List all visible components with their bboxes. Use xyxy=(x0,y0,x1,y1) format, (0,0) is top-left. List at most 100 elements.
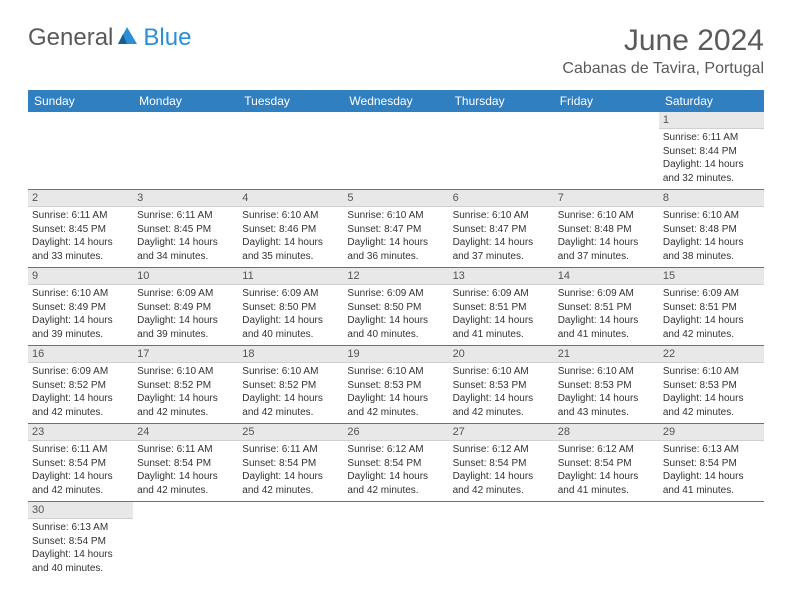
calendar-cell xyxy=(554,112,659,190)
calendar-cell xyxy=(449,112,554,190)
daylight-text: and 42 minutes. xyxy=(663,328,760,342)
sunrise-text: Sunrise: 6:09 AM xyxy=(347,287,444,301)
sunrise-text: Sunrise: 6:10 AM xyxy=(453,209,550,223)
calendar-cell: 30Sunrise: 6:13 AMSunset: 8:54 PMDayligh… xyxy=(28,502,133,580)
sunrise-text: Sunrise: 6:11 AM xyxy=(137,209,234,223)
daylight-text: and 40 minutes. xyxy=(242,328,339,342)
sunset-text: Sunset: 8:52 PM xyxy=(32,379,129,393)
day-content: Sunrise: 6:10 AMSunset: 8:48 PMDaylight:… xyxy=(554,207,659,267)
day-number: 19 xyxy=(343,346,448,363)
daylight-text: and 40 minutes. xyxy=(32,562,129,576)
sunrise-text: Sunrise: 6:13 AM xyxy=(32,521,129,535)
day-content: Sunrise: 6:09 AMSunset: 8:51 PMDaylight:… xyxy=(449,285,554,345)
calendar-cell: 5Sunrise: 6:10 AMSunset: 8:47 PMDaylight… xyxy=(343,190,448,268)
daylight-text: and 37 minutes. xyxy=(558,250,655,264)
day-number: 10 xyxy=(133,268,238,285)
sunset-text: Sunset: 8:50 PM xyxy=(242,301,339,315)
day-number: 7 xyxy=(554,190,659,207)
calendar-cell: 3Sunrise: 6:11 AMSunset: 8:45 PMDaylight… xyxy=(133,190,238,268)
calendar-cell xyxy=(449,502,554,580)
day-number: 12 xyxy=(343,268,448,285)
sunrise-text: Sunrise: 6:10 AM xyxy=(242,209,339,223)
sunrise-text: Sunrise: 6:12 AM xyxy=(347,443,444,457)
weekday-header: Friday xyxy=(554,90,659,112)
calendar-cell: 27Sunrise: 6:12 AMSunset: 8:54 PMDayligh… xyxy=(449,424,554,502)
calendar-cell xyxy=(133,502,238,580)
calendar-cell: 14Sunrise: 6:09 AMSunset: 8:51 PMDayligh… xyxy=(554,268,659,346)
daylight-text: Daylight: 14 hours xyxy=(663,236,760,250)
sunrise-text: Sunrise: 6:10 AM xyxy=(453,365,550,379)
calendar-cell: 16Sunrise: 6:09 AMSunset: 8:52 PMDayligh… xyxy=(28,346,133,424)
sunset-text: Sunset: 8:52 PM xyxy=(137,379,234,393)
calendar-cell: 7Sunrise: 6:10 AMSunset: 8:48 PMDaylight… xyxy=(554,190,659,268)
sunset-text: Sunset: 8:51 PM xyxy=(453,301,550,315)
day-content: Sunrise: 6:10 AMSunset: 8:47 PMDaylight:… xyxy=(449,207,554,267)
sunset-text: Sunset: 8:47 PM xyxy=(347,223,444,237)
daylight-text: and 42 minutes. xyxy=(32,484,129,498)
daylight-text: and 39 minutes. xyxy=(137,328,234,342)
daylight-text: and 41 minutes. xyxy=(558,484,655,498)
daylight-text: Daylight: 14 hours xyxy=(137,392,234,406)
weekday-header: Thursday xyxy=(449,90,554,112)
calendar-cell: 10Sunrise: 6:09 AMSunset: 8:49 PMDayligh… xyxy=(133,268,238,346)
day-content: Sunrise: 6:10 AMSunset: 8:53 PMDaylight:… xyxy=(554,363,659,423)
sunset-text: Sunset: 8:53 PM xyxy=(347,379,444,393)
location-subtitle: Cabanas de Tavira, Portugal xyxy=(562,60,764,78)
daylight-text: and 42 minutes. xyxy=(137,484,234,498)
day-number: 21 xyxy=(554,346,659,363)
day-number: 8 xyxy=(659,190,764,207)
sunset-text: Sunset: 8:54 PM xyxy=(137,457,234,471)
calendar-cell: 19Sunrise: 6:10 AMSunset: 8:53 PMDayligh… xyxy=(343,346,448,424)
calendar-cell xyxy=(554,502,659,580)
daylight-text: and 33 minutes. xyxy=(32,250,129,264)
calendar-cell: 24Sunrise: 6:11 AMSunset: 8:54 PMDayligh… xyxy=(133,424,238,502)
daylight-text: and 34 minutes. xyxy=(137,250,234,264)
day-content: Sunrise: 6:09 AMSunset: 8:50 PMDaylight:… xyxy=(343,285,448,345)
daylight-text: and 42 minutes. xyxy=(663,406,760,420)
daylight-text: and 41 minutes. xyxy=(558,328,655,342)
daylight-text: Daylight: 14 hours xyxy=(558,314,655,328)
brand-logo: General Blue xyxy=(28,24,191,52)
calendar-cell: 13Sunrise: 6:09 AMSunset: 8:51 PMDayligh… xyxy=(449,268,554,346)
day-content: Sunrise: 6:09 AMSunset: 8:51 PMDaylight:… xyxy=(554,285,659,345)
day-number: 5 xyxy=(343,190,448,207)
header: General Blue June 2024 Cabanas de Tavira… xyxy=(28,24,764,78)
sunset-text: Sunset: 8:46 PM xyxy=(242,223,339,237)
sunset-text: Sunset: 8:53 PM xyxy=(453,379,550,393)
day-content: Sunrise: 6:10 AMSunset: 8:53 PMDaylight:… xyxy=(659,363,764,423)
daylight-text: and 42 minutes. xyxy=(242,406,339,420)
sunset-text: Sunset: 8:49 PM xyxy=(32,301,129,315)
sunrise-text: Sunrise: 6:09 AM xyxy=(663,287,760,301)
sunset-text: Sunset: 8:45 PM xyxy=(137,223,234,237)
sunset-text: Sunset: 8:45 PM xyxy=(32,223,129,237)
daylight-text: Daylight: 14 hours xyxy=(32,314,129,328)
calendar-cell xyxy=(28,112,133,190)
day-number: 17 xyxy=(133,346,238,363)
day-number: 30 xyxy=(28,502,133,519)
day-content: Sunrise: 6:10 AMSunset: 8:48 PMDaylight:… xyxy=(659,207,764,267)
day-content: Sunrise: 6:10 AMSunset: 8:47 PMDaylight:… xyxy=(343,207,448,267)
calendar-cell: 25Sunrise: 6:11 AMSunset: 8:54 PMDayligh… xyxy=(238,424,343,502)
daylight-text: Daylight: 14 hours xyxy=(347,236,444,250)
sunrise-text: Sunrise: 6:10 AM xyxy=(137,365,234,379)
weekday-header: Saturday xyxy=(659,90,764,112)
weekday-header-row: Sunday Monday Tuesday Wednesday Thursday… xyxy=(28,90,764,112)
day-content: Sunrise: 6:12 AMSunset: 8:54 PMDaylight:… xyxy=(343,441,448,501)
day-content: Sunrise: 6:09 AMSunset: 8:49 PMDaylight:… xyxy=(133,285,238,345)
daylight-text: and 40 minutes. xyxy=(347,328,444,342)
daylight-text: and 39 minutes. xyxy=(32,328,129,342)
calendar-cell: 11Sunrise: 6:09 AMSunset: 8:50 PMDayligh… xyxy=(238,268,343,346)
daylight-text: and 35 minutes. xyxy=(242,250,339,264)
daylight-text: Daylight: 14 hours xyxy=(663,314,760,328)
day-content: Sunrise: 6:09 AMSunset: 8:52 PMDaylight:… xyxy=(28,363,133,423)
calendar-cell: 26Sunrise: 6:12 AMSunset: 8:54 PMDayligh… xyxy=(343,424,448,502)
page-title: June 2024 xyxy=(562,24,764,58)
calendar-cell: 1Sunrise: 6:11 AMSunset: 8:44 PMDaylight… xyxy=(659,112,764,190)
day-content: Sunrise: 6:10 AMSunset: 8:46 PMDaylight:… xyxy=(238,207,343,267)
day-content: Sunrise: 6:09 AMSunset: 8:51 PMDaylight:… xyxy=(659,285,764,345)
day-content: Sunrise: 6:10 AMSunset: 8:49 PMDaylight:… xyxy=(28,285,133,345)
calendar-cell: 8Sunrise: 6:10 AMSunset: 8:48 PMDaylight… xyxy=(659,190,764,268)
daylight-text: Daylight: 14 hours xyxy=(32,470,129,484)
day-number: 4 xyxy=(238,190,343,207)
calendar-week-row: 30Sunrise: 6:13 AMSunset: 8:54 PMDayligh… xyxy=(28,502,764,580)
